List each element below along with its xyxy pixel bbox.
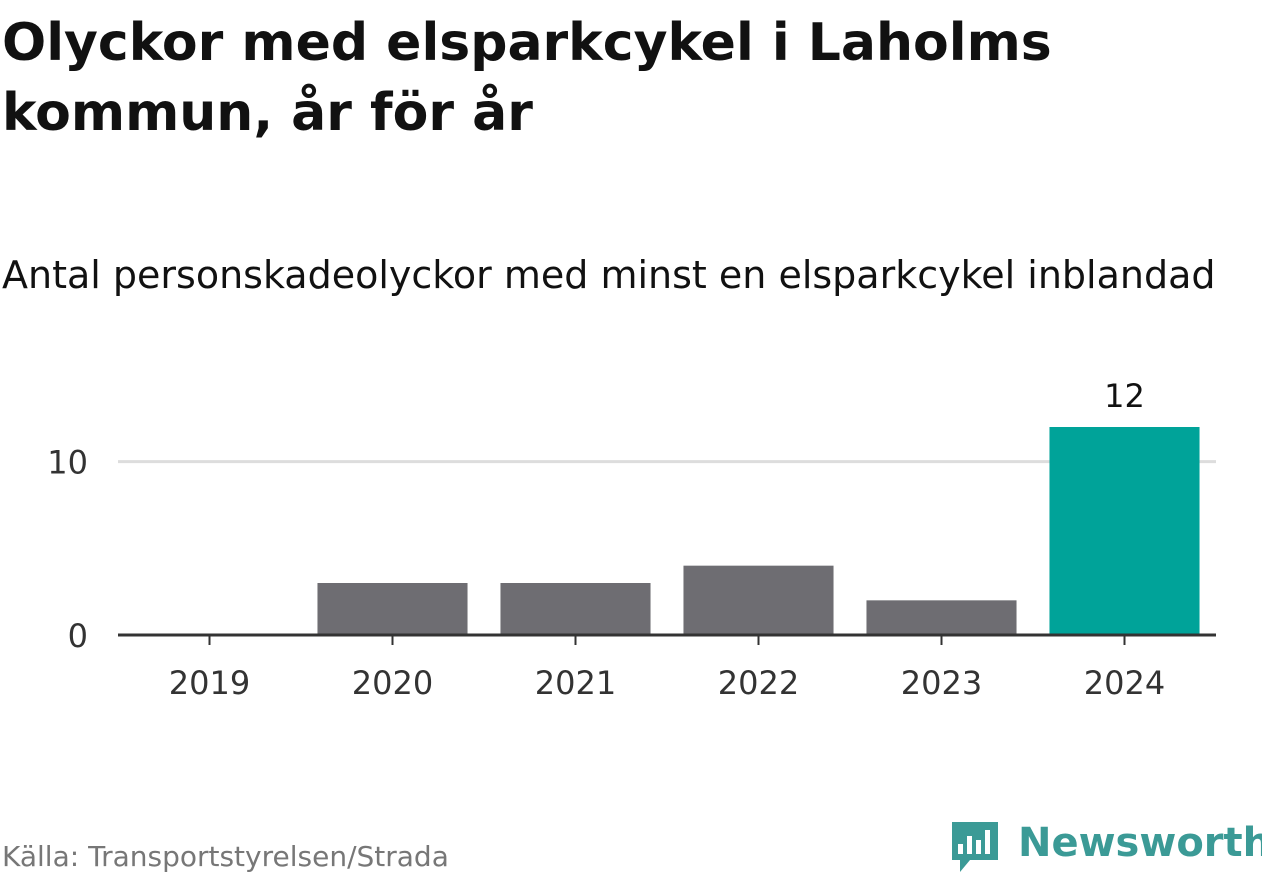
- newsworthy-logo: Newsworthy: [948, 818, 1262, 878]
- x-tick-label: 2020: [352, 664, 433, 702]
- bar: [866, 600, 1017, 635]
- brand-name: Newsworthy: [1018, 820, 1262, 866]
- x-tick-label: 2021: [535, 664, 616, 702]
- y-tick-label: 10: [47, 444, 88, 482]
- x-tick-label: 2019: [169, 664, 250, 702]
- bar-chart: 0 10 2019 2020 2021 2022 2023 2024 12: [47, 380, 1216, 702]
- x-tick-label: 2023: [901, 664, 982, 702]
- y-tick-label: 0: [68, 617, 88, 655]
- data-label: 12: [1104, 380, 1145, 415]
- bar: [500, 583, 651, 635]
- chart-title: Olyckor med elsparkcykel i Laholms kommu…: [2, 13, 1052, 143]
- chart-subtitle: Antal personskadeolyckor med minst en el…: [2, 253, 1216, 297]
- bar: [1049, 427, 1200, 635]
- newsworthy-logo-icon: [952, 822, 998, 872]
- bar: [317, 583, 468, 635]
- x-tick-label: 2022: [718, 664, 799, 702]
- source-note: Källa: Transportstyrelsen/Strada: [2, 840, 449, 873]
- x-tick-label: 2024: [1084, 664, 1165, 702]
- bar: [683, 565, 834, 635]
